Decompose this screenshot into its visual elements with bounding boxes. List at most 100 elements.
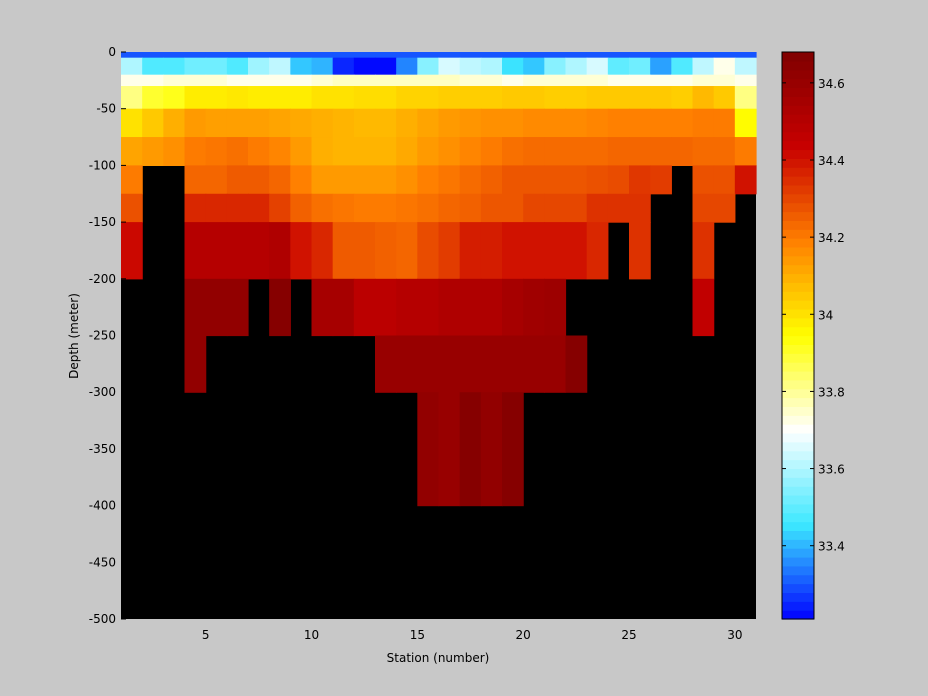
heatmap-cell (459, 108, 482, 138)
heatmap-cell (205, 74, 228, 87)
colorbar-band (782, 477, 814, 487)
heatmap-cell (544, 137, 567, 166)
heatmap-cell (713, 52, 736, 59)
colorbar-band (782, 202, 814, 213)
heatmap-cells (121, 52, 757, 507)
heatmap-cell (565, 335, 588, 393)
heatmap-cell (438, 52, 461, 59)
heatmap-cell (248, 108, 270, 138)
heatmap-cell (396, 278, 418, 337)
heatmap-cell (480, 52, 503, 59)
heatmap-cell (734, 165, 757, 195)
heatmap-cell (438, 278, 461, 337)
heatmap-cell (629, 86, 651, 110)
heatmap-cell (692, 108, 715, 138)
heatmap-cell (692, 278, 715, 337)
colorbar-band (782, 406, 814, 416)
heatmap-cell (205, 86, 228, 110)
heatmap-cell (459, 165, 482, 195)
heatmap-cell (502, 74, 524, 87)
y-tick-label: -100 (89, 158, 116, 172)
heatmap-cell (121, 165, 143, 195)
colorbar-band (782, 459, 814, 469)
colorbar-band (782, 494, 814, 505)
heatmap-cell (375, 278, 397, 337)
heatmap-cell (692, 137, 715, 166)
heatmap-cell (417, 193, 440, 223)
heatmap-cell (629, 165, 651, 195)
heatmap-cell (480, 86, 503, 110)
heatmap-cell (650, 108, 672, 138)
colorbar-band (782, 282, 814, 292)
heatmap-cell (459, 57, 482, 76)
heatmap-cell (184, 193, 207, 223)
colorbar-band (782, 96, 814, 106)
colorbar-tick-label: 34.6 (818, 77, 845, 91)
heatmap-cell (290, 86, 313, 110)
heatmap-cell (248, 222, 270, 280)
heatmap-cell (226, 278, 249, 337)
x-axis-label: Station (number) (387, 651, 490, 665)
heatmap-cell (734, 86, 757, 110)
heatmap-cell (629, 222, 651, 280)
heatmap-cell (163, 57, 186, 76)
heatmap-cell (269, 57, 291, 76)
heatmap-cell (205, 108, 228, 138)
heatmap-cell (544, 278, 567, 337)
heatmap-cell (607, 137, 630, 166)
heatmap-cell (438, 165, 461, 195)
colorbar-tick-label: 33.6 (818, 463, 845, 477)
heatmap-cell (565, 193, 588, 223)
colorbar-band (782, 105, 814, 115)
colorbar-band (782, 539, 814, 549)
colorbar-band (782, 362, 814, 372)
heatmap-cell (671, 52, 694, 59)
heatmap-cell (121, 108, 143, 138)
heatmap-cell (290, 193, 313, 223)
heatmap-cell (607, 165, 630, 195)
heatmap-cell (417, 335, 440, 393)
heatmap-cell (523, 86, 545, 110)
heatmap-cell (544, 193, 567, 223)
heatmap-cell (459, 74, 482, 87)
heatmap-cell (248, 86, 270, 110)
heatmap-cell (269, 278, 291, 337)
heatmap-cell (142, 86, 164, 110)
heatmap-cell (184, 165, 207, 195)
heatmap-cell (226, 52, 249, 59)
colorbar-band (782, 78, 814, 89)
heatmap-cell (311, 193, 334, 223)
heatmap-cell (290, 57, 313, 76)
heatmap-cell (671, 108, 694, 138)
heatmap-cell (417, 52, 440, 59)
heatmap-cell (311, 222, 334, 280)
heatmap-cell (290, 137, 313, 166)
heatmap-cell (332, 57, 355, 76)
heatmap-cell (565, 86, 588, 110)
heatmap-cell (248, 52, 270, 59)
heatmap-cell (396, 86, 418, 110)
heatmap-plot: 5 10 15 20 25 30 0 -50 -100 -150 -200 -250 -300 -350… (67, 45, 757, 665)
heatmap-cell (290, 165, 313, 195)
colorbar-band (782, 565, 814, 576)
colorbar-band (782, 176, 814, 186)
heatmap-cell (607, 193, 630, 223)
colorbar-band (782, 601, 814, 611)
colorbar-band (782, 344, 814, 354)
heatmap-cell (396, 193, 418, 223)
heatmap-cell (523, 193, 545, 223)
y-axis: 0 -50 -100 -150 -200 -250 -300 -350 -400 -450 -500 (89, 45, 126, 626)
heatmap-cell (586, 137, 609, 166)
heatmap-cell (184, 278, 207, 337)
heatmap-cell (480, 278, 503, 337)
x-tick-label: 15 (410, 628, 425, 642)
x-tick-label: 25 (621, 628, 636, 642)
heatmap-cell (502, 278, 524, 337)
heatmap-cell (417, 57, 440, 76)
colorbar-band (782, 114, 814, 124)
heatmap-cell (713, 74, 736, 87)
colorbar-band (782, 530, 814, 540)
heatmap-cell (396, 52, 418, 59)
heatmap-cell (184, 74, 207, 87)
